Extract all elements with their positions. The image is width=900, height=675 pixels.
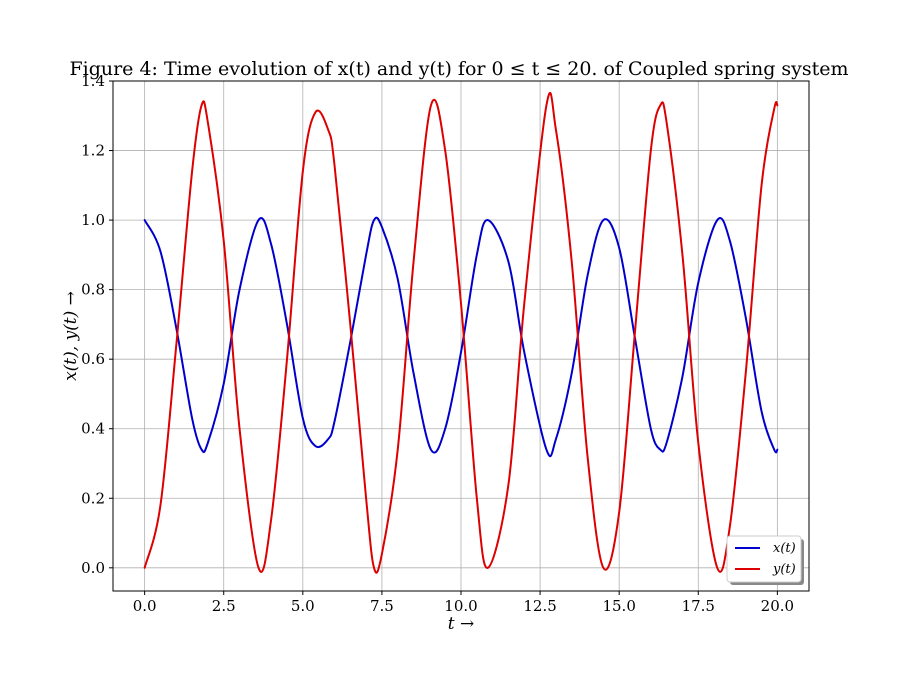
y-tick-label: 0.6 xyxy=(81,350,105,368)
x-tick-label: 7.5 xyxy=(370,597,394,615)
y-tick-label: 0.2 xyxy=(81,489,105,507)
x-axis-ticks: 0.0 2.5 5.0 7.5 10.0 12.5 15.0 17.5 20.0 xyxy=(133,591,794,615)
y-tick-label: 1.0 xyxy=(81,211,105,229)
series-line-y xyxy=(143,91,779,574)
x-tick-label: 20.0 xyxy=(761,597,794,615)
x-tick-label: 12.5 xyxy=(523,597,556,615)
legend-label-x: x(t) xyxy=(773,541,796,556)
x-tick-label: 17.5 xyxy=(682,597,715,615)
y-tick-label: 0.4 xyxy=(81,420,105,438)
y-tick-label: 0.8 xyxy=(81,281,105,299)
y-tick-label: 1.4 xyxy=(81,72,105,90)
grid-lines xyxy=(113,80,809,591)
x-tick-label: 10.0 xyxy=(444,597,477,615)
legend: x(t) y(t) xyxy=(726,535,804,585)
series-lines xyxy=(143,91,779,574)
x-axis-label: t → xyxy=(448,614,474,634)
series-line-x xyxy=(143,216,779,458)
x-tick-label: 0.0 xyxy=(133,597,157,615)
legend-label-y: y(t) xyxy=(772,562,796,577)
y-axis-label: x(t), y(t) → xyxy=(61,291,81,381)
y-tick-label: 0.0 xyxy=(81,559,105,577)
y-axis-ticks: 0.0 0.2 0.4 0.6 0.8 1.0 1.2 1.4 xyxy=(81,72,113,577)
x-tick-label: 2.5 xyxy=(212,597,236,615)
y-tick-label: 1.2 xyxy=(81,142,105,160)
chart-title: Figure 4: Time evolution of x(t) and y(t… xyxy=(69,58,848,80)
x-tick-label: 5.0 xyxy=(291,597,315,615)
x-tick-label: 15.0 xyxy=(602,597,635,615)
